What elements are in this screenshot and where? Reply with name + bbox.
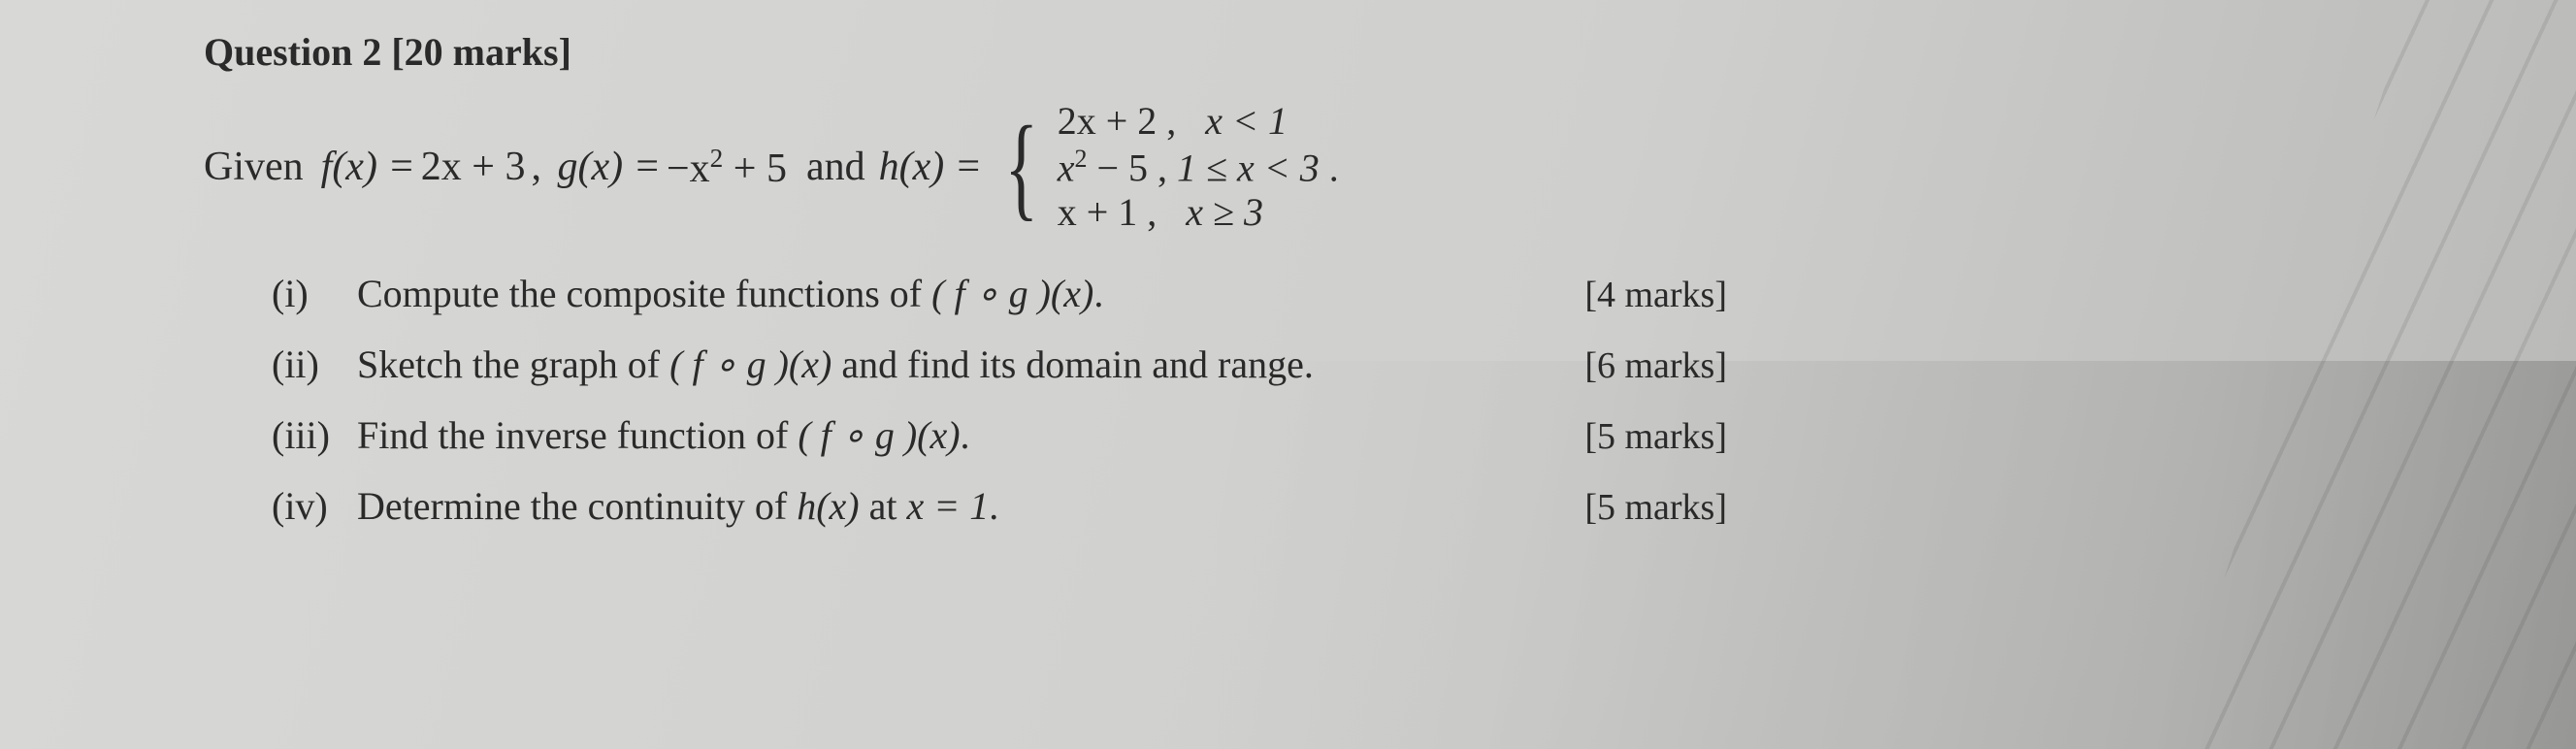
piece3-expr: x + 1 , — [1058, 190, 1158, 234]
f-rhs: 2x + 3 — [421, 147, 526, 187]
part-i: (i) Compute the composite functions of (… — [272, 271, 1727, 316]
part-ii-roman: (ii) — [272, 342, 340, 387]
piece2-exp: 2 — [1074, 145, 1087, 173]
piece-2: x2 − 5 , 1 ≤ x < 3 . — [1058, 147, 1339, 187]
piece-1: 2x + 2 , x < 1 — [1058, 102, 1339, 141]
part-iv-marks: [5 marks] — [1584, 486, 1727, 529]
part-iv-text-a: Determine the continuity of — [357, 484, 797, 528]
g-rhs-post: + 5 — [723, 147, 787, 191]
f-lhs: f(x) = — [321, 147, 415, 187]
part-iv-text-b: at — [860, 484, 907, 528]
given-prefix: Given — [204, 147, 304, 187]
left-brace-icon: { — [1005, 114, 1039, 219]
g-lhs: g(x) = — [557, 147, 660, 187]
piece-3: x + 1 , x ≥ 3 — [1058, 193, 1339, 232]
part-iv: (iv) Determine the continuity of h(x) at… — [272, 483, 1727, 529]
piece2-post: − 5 , — [1087, 146, 1167, 189]
part-ii-text-b: and find its domain and range. — [831, 342, 1314, 386]
part-iii-text: Find the inverse function of ( f ∘ g )(x… — [357, 412, 970, 458]
piece2-cond: 1 ≤ x < 3 — [1177, 146, 1320, 189]
subparts: (i) Compute the composite functions of (… — [272, 271, 1756, 529]
piece3-cond: x ≥ 3 — [1186, 190, 1263, 234]
question-total-marks: [20 marks] — [391, 30, 571, 74]
part-ii-marks: [6 marks] — [1584, 344, 1727, 387]
part-iv-text: Determine the continuity of h(x) at x = … — [357, 483, 998, 529]
part-iii-fn: ( f ∘ g )(x) — [798, 413, 960, 457]
question-block: Question 2 [20 marks] Given f(x) = 2x + … — [204, 29, 1756, 554]
piece1-expr: 2x + 2 , — [1058, 99, 1177, 143]
page-edge-hatching — [2168, 0, 2576, 749]
g-rhs-exp: 2 — [710, 144, 724, 173]
part-ii-fn: ( f ∘ g )(x) — [669, 342, 831, 386]
part-i-roman: (i) — [272, 271, 340, 316]
part-ii: (ii) Sketch the graph of ( f ∘ g )(x) an… — [272, 342, 1727, 387]
piece1-cond: x < 1 — [1205, 99, 1288, 143]
part-i-text-b: . — [1093, 272, 1103, 315]
given-tail: . — [1329, 146, 1339, 189]
part-i-text: Compute the composite functions of ( f ∘… — [357, 271, 1103, 316]
part-ii-text-a: Sketch the graph of — [357, 342, 669, 386]
question-number: Question 2 — [204, 30, 381, 74]
question-title: Question 2 [20 marks] — [204, 29, 1756, 75]
and-word: and — [806, 147, 865, 187]
comma1: , — [531, 147, 551, 187]
piecewise-cases: 2x + 2 , x < 1 x2 − 5 , 1 ≤ x < 3 . x + … — [1058, 102, 1339, 232]
part-iv-fn: h(x) — [797, 484, 859, 528]
part-iv-text-c: . — [989, 484, 998, 528]
part-iv-eq: x = 1 — [906, 484, 989, 528]
part-iii-marks: [5 marks] — [1584, 415, 1727, 458]
part-ii-text: Sketch the graph of ( f ∘ g )(x) and fin… — [357, 342, 1314, 387]
part-iii-roman: (iii) — [272, 412, 340, 458]
part-iv-roman: (iv) — [272, 483, 340, 529]
piece2-pre: x — [1058, 146, 1075, 189]
part-i-text-a: Compute the composite functions of — [357, 272, 931, 315]
part-i-fn: ( f ∘ g )(x) — [931, 272, 1093, 315]
part-iii-text-b: . — [961, 413, 970, 457]
g-rhs-pre: −x — [667, 147, 710, 191]
part-i-marks: [4 marks] — [1584, 274, 1727, 316]
part-iii: (iii) Find the inverse function of ( f ∘… — [272, 412, 1727, 458]
piecewise: { 2x + 2 , x < 1 x2 − 5 , 1 ≤ x < 3 . x … — [994, 102, 1339, 232]
part-iii-text-a: Find the inverse function of — [357, 413, 798, 457]
h-lhs: h(x) = — [879, 147, 982, 187]
g-rhs: −x2 + 5 — [667, 146, 787, 189]
given-line: Given f(x) = 2x + 3 , g(x) = −x2 + 5 and… — [204, 102, 1756, 232]
